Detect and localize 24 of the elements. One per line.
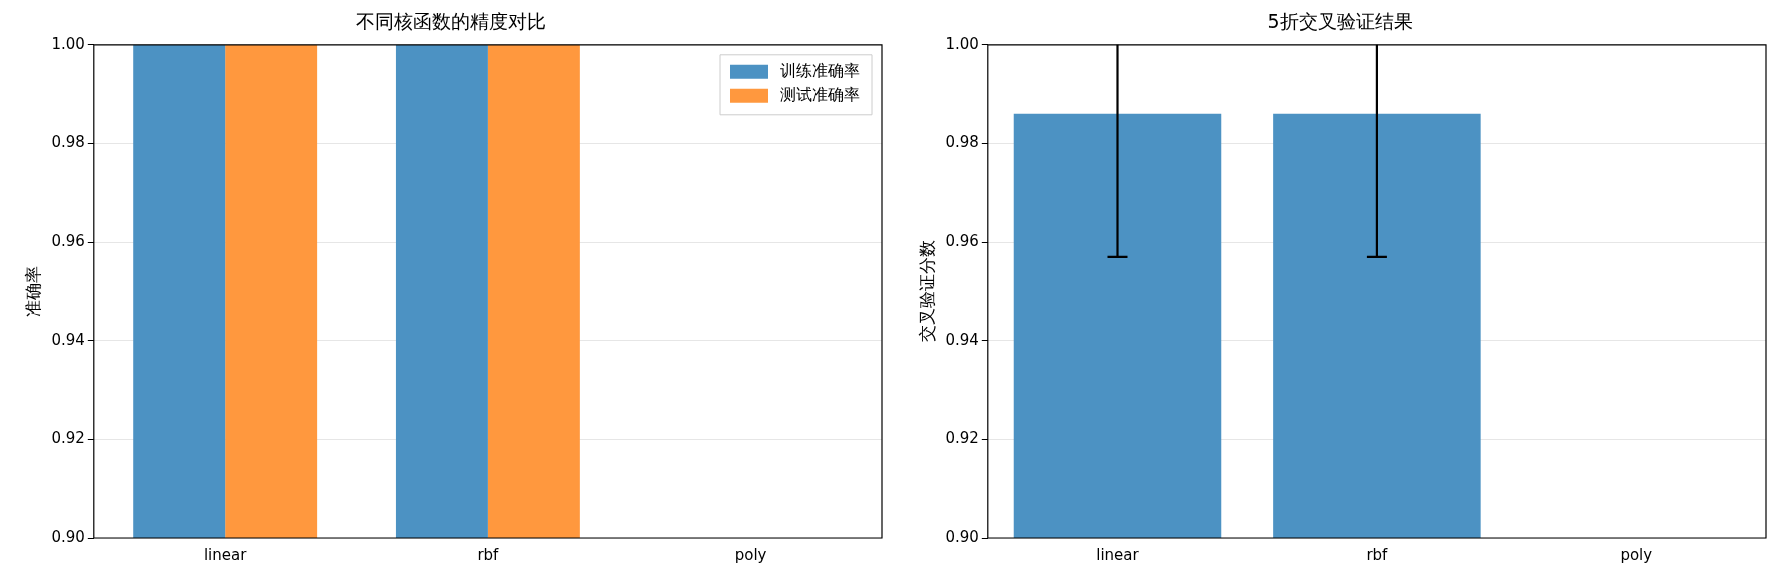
y-tick-label: 0.96 <box>51 231 85 250</box>
y-tick-label: 0.98 <box>51 133 85 152</box>
chart-title: 不同核函数的精度对比 <box>356 10 546 33</box>
y-tick-label: 1.00 <box>945 34 979 53</box>
x-tick-label: poly <box>734 545 767 564</box>
y-tick-label: 0.90 <box>945 527 979 546</box>
y-tick-label: 0.92 <box>945 429 979 448</box>
x-tick-label: linear <box>203 545 248 564</box>
y-axis-title: 交叉验证分数 <box>916 240 937 343</box>
y-tick-label: 0.92 <box>51 429 85 448</box>
x-tick-label: rbf <box>477 545 500 564</box>
chart-title: 5折交叉验证结果 <box>1267 10 1413 33</box>
y-tick-label: 0.98 <box>945 133 979 152</box>
y-tick-label: 1.00 <box>51 34 85 53</box>
y-axis-title: 准确率 <box>22 265 43 317</box>
legend-label: 训练准确率 <box>780 60 860 80</box>
legend-label: 测试准确率 <box>780 84 860 104</box>
x-tick-label: rbf <box>1366 545 1389 564</box>
x-tick-label: linear <box>1096 545 1140 564</box>
y-tick-label: 0.94 <box>945 330 979 349</box>
y-tick-label: 0.96 <box>945 231 979 250</box>
x-tick-label: poly <box>1620 545 1653 564</box>
y-tick-label: 0.90 <box>51 527 85 546</box>
y-tick-label: 0.94 <box>51 330 85 349</box>
